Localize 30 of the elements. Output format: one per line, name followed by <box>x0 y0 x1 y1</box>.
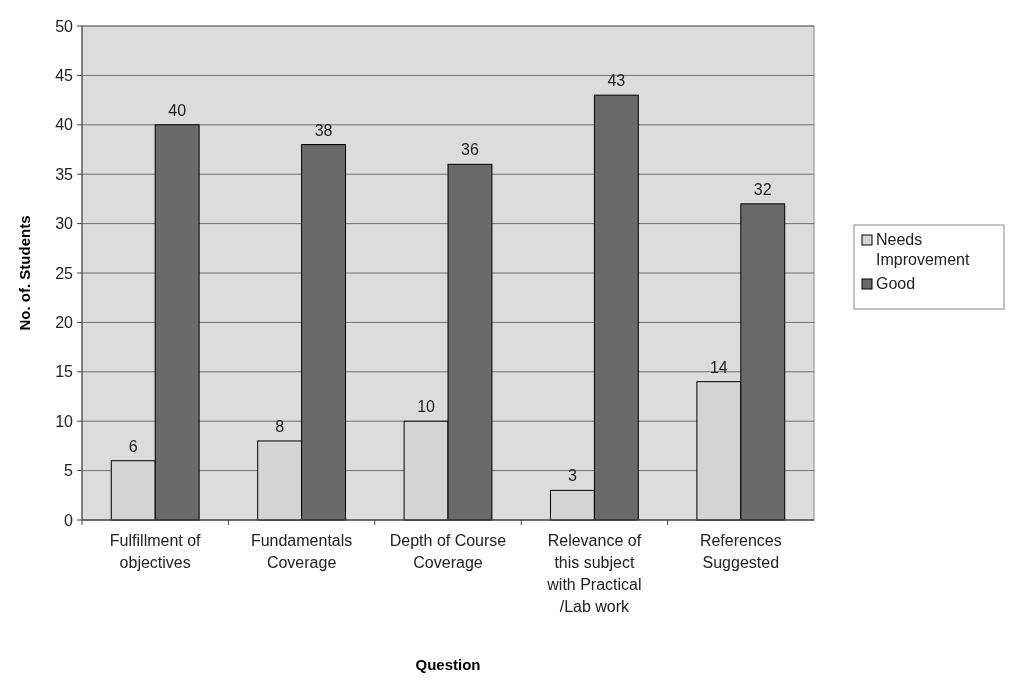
data-label: 8 <box>275 417 285 435</box>
data-label: 14 <box>709 358 728 376</box>
y-tick-label: 10 <box>55 412 74 430</box>
data-label: 6 <box>128 437 138 455</box>
y-tick-label: 30 <box>55 215 74 233</box>
y-tick-label: 5 <box>64 462 74 480</box>
y-tick-label: 0 <box>64 511 74 529</box>
y-tick-label: 40 <box>55 116 74 134</box>
y-tick-label: 50 <box>55 17 74 35</box>
data-label: 36 <box>461 141 479 159</box>
x-tick-label: Fundamentals Coverage <box>250 532 353 571</box>
x-tick-label: Relevance of this subject with Practical /Lab work <box>546 532 642 615</box>
legend-label: Needs Improvement <box>876 231 970 268</box>
data-label: 10 <box>417 398 436 416</box>
data-label: 32 <box>753 180 772 198</box>
data-label: 40 <box>168 101 187 119</box>
data-label: 3 <box>567 467 577 485</box>
data-label: 43 <box>607 72 626 90</box>
y-tick-label: 25 <box>55 264 74 282</box>
y-tick-label: 45 <box>55 67 74 84</box>
x-tick-label: Fulfillment of objectives <box>109 532 202 571</box>
x-tick-label: References Suggested <box>699 532 782 571</box>
x-axis-title: Question <box>415 656 481 673</box>
data-label: 38 <box>314 121 333 139</box>
y-tick-label: 20 <box>55 314 74 331</box>
y-tick-label: 15 <box>55 363 74 381</box>
legend-label: Good <box>876 275 916 292</box>
y-axis-title: No. of. Students <box>16 215 33 331</box>
y-tick-label: 35 <box>55 165 74 183</box>
x-tick-label: Depth of Course Coverage <box>389 532 507 571</box>
